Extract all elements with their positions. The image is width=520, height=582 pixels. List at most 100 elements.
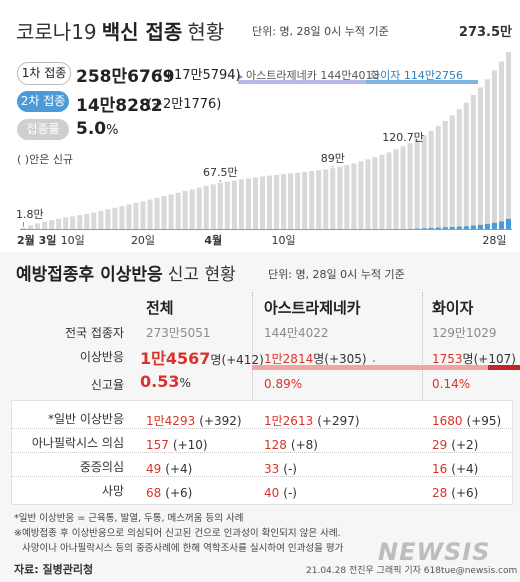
- reports-pf-value: 1753: [432, 352, 463, 366]
- legend-bar-pfizer: [366, 80, 478, 84]
- bar-dose1: [252, 177, 258, 229]
- bar-dose1: [442, 120, 448, 229]
- detail-astrazeneca-value: 1만2613: [264, 414, 314, 428]
- bar-dose1: [379, 154, 385, 229]
- detail-astrazeneca-delta: (+297): [317, 414, 360, 428]
- x-tick-label: 10일: [61, 233, 85, 247]
- reports-share-bar-track: [252, 365, 520, 370]
- detail-total-value: 49: [146, 462, 162, 476]
- bar-dose1: [105, 209, 111, 229]
- dose2-label: 2차 접종: [17, 91, 69, 112]
- title-part-3: 현황: [187, 20, 225, 44]
- bar-dose1: [421, 135, 427, 229]
- bar-dose1: [210, 184, 216, 229]
- column-divider: [422, 292, 424, 498]
- footnote-3: 사망이나 아나필락시스 등의 중증사례에 한해 역학조사를 실시하여 인과성을 …: [22, 543, 344, 554]
- rate-value: 5.0: [76, 119, 107, 139]
- detail-row-divider: [11, 452, 511, 453]
- bar-dose1: [309, 171, 315, 229]
- rate-astrazeneca: 0.89%: [264, 377, 303, 391]
- adverse-unit-note: 단위: 명, 28일 0시 누적 기준: [268, 268, 405, 281]
- detail-astrazeneca-value: 40: [264, 486, 280, 500]
- detail-total-value: 68: [146, 486, 162, 500]
- column-header-total: 전체: [146, 299, 174, 317]
- bar-dose1: [175, 192, 181, 229]
- title-part-2: 백신 접종: [101, 20, 183, 44]
- dose1-delta: (+17만5794): [158, 68, 241, 83]
- row-label-rate: 신고율: [90, 378, 124, 392]
- bar-dose1: [63, 217, 69, 229]
- bar-dose1: [161, 196, 167, 229]
- vaccinated-pfizer: 129만1029: [432, 326, 497, 340]
- bar-dose1: [140, 201, 146, 229]
- detail-pfizer-delta: (+95): [466, 414, 502, 428]
- detail-astrazeneca: 33 (-): [264, 458, 297, 477]
- detail-total-delta: (+10): [172, 438, 208, 452]
- detail-total-delta: (+4): [165, 462, 193, 476]
- detail-astrazeneca-delta: (-): [283, 486, 297, 500]
- bar-dose1: [498, 61, 504, 229]
- bar-dose1: [344, 165, 350, 229]
- reports-share-bracket: [480, 360, 482, 362]
- footnote-1: *일반 이상반응 = 근육통, 발열, 두통, 메스꺼움 등의 사례: [14, 513, 244, 524]
- page-title: 코로나19 백신 접종 현황: [16, 16, 224, 45]
- x-tick-label: 2월 3일: [17, 233, 56, 247]
- detail-pfizer-delta: (+6): [451, 486, 479, 500]
- reports-pf-delta: (+107): [473, 352, 516, 366]
- reports-az-delta: (+305): [324, 352, 367, 366]
- detail-total: 157 (+10): [146, 434, 208, 453]
- reports-share-bar: [252, 360, 520, 370]
- rate-total: 0.53%: [140, 372, 191, 391]
- legend-bar-astrazeneca: [238, 80, 366, 84]
- bar-dose1: [224, 181, 230, 229]
- bar-dose1: [182, 191, 188, 229]
- bar-dose1: [484, 79, 490, 230]
- detail-row-divider: [11, 476, 511, 477]
- bar-dose2: [435, 227, 441, 229]
- vaccination-chart: 1.8만 67.5만 89만 120.7만 273.5만 2월 3일 10일 20일 4월 10일…: [16, 24, 512, 247]
- detail-astrazeneca: 128 (+8): [264, 434, 318, 453]
- adverse-title-light: 신고 현황: [167, 265, 236, 285]
- bar-dose1: [203, 185, 209, 229]
- bar-dose1: [168, 194, 174, 229]
- x-tick-label: 28일: [482, 233, 506, 247]
- x-tick-label: 10일: [272, 233, 296, 247]
- bar-dose1: [463, 102, 469, 229]
- legend-arrow-icon: [238, 74, 243, 80]
- unit-note: 단위: 명, 28일 0시 누적 기준: [252, 25, 389, 38]
- detail-astrazeneca-value: 128: [264, 438, 287, 452]
- bar-dose1: [133, 202, 139, 229]
- reports-total-value: 1만4567: [140, 349, 211, 368]
- detail-pfizer-value: 28: [432, 486, 448, 500]
- new-note: ( )안은 신규: [17, 153, 74, 166]
- vaccination-panel: 코로나19 백신 접종 현황 단위: 명, 28일 0시 누적 기준 1.8만 6…: [0, 0, 520, 252]
- adverse-title-bold: 예방접종후 이상반응: [16, 265, 163, 285]
- bar-dose2: [505, 218, 512, 229]
- detail-row-label: *일반 이상반응: [47, 412, 124, 426]
- bar-dose1: [196, 187, 202, 229]
- column-header-pfizer: 화이자: [432, 299, 474, 317]
- detail-row-label: 사망: [101, 484, 124, 498]
- row-label-vaccinated: 전국 접종자: [64, 326, 124, 340]
- bar-dose1: [505, 52, 512, 229]
- vaccinated-astrazeneca: 144만4022: [264, 326, 329, 340]
- detail-astrazeneca-delta: (+8): [290, 438, 318, 452]
- bar-dose2: [498, 221, 504, 229]
- detail-pfizer-delta: (+4): [451, 462, 479, 476]
- bar-dose1: [449, 115, 455, 229]
- adverse-title: 예방접종후 이상반응 신고 현황: [16, 260, 236, 285]
- bar-dose1: [288, 173, 294, 229]
- column-divider: [252, 292, 254, 498]
- detail-pfizer: 29 (+2): [432, 434, 478, 453]
- title-part-1: 코로나19: [16, 20, 97, 44]
- rate-value-group: 5.0%: [76, 119, 118, 139]
- bar-dose2: [477, 224, 483, 229]
- x-tick-label: 20일: [131, 233, 155, 247]
- footnote-2: ※예방접종 후 이상반응으로 의심되어 신고된 건으로 인과성이 확인되지 않은…: [14, 528, 341, 539]
- bar-dose2: [421, 228, 427, 229]
- bar-dose1: [42, 221, 48, 229]
- detail-pfizer: 1680 (+95): [432, 410, 501, 429]
- detail-astrazeneca: 40 (-): [264, 482, 297, 501]
- bar-dose1: [295, 172, 301, 229]
- dose2-value: 14만8282: [76, 96, 163, 116]
